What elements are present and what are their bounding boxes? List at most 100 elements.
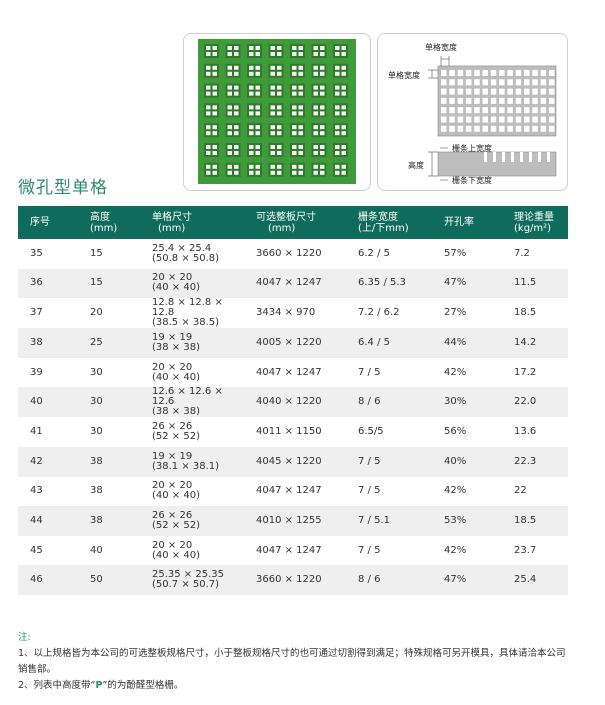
- cell-height: 30: [78, 387, 140, 418]
- cell-weight: 22.0: [502, 387, 568, 418]
- cell-no: 35: [30, 247, 43, 259]
- cell-cell-size: 20 × 20 (40 × 40): [152, 480, 200, 502]
- cell-open-area: 30%: [432, 387, 502, 418]
- cell-no: 45: [30, 544, 43, 556]
- cell-open-area: 47%: [432, 565, 502, 595]
- cell-no: 41: [30, 426, 43, 438]
- cell-open-area: 57%: [444, 247, 467, 259]
- header-board-size: 可选整板尺寸 (mm): [244, 206, 346, 239]
- cell-cell-size: 12.8 × 12.8 × 12.8 (38.5 × 38.5): [152, 297, 223, 329]
- cell-no: 44: [18, 506, 78, 536]
- header-no: 序号: [18, 206, 78, 239]
- cell-open-area: 47%: [432, 268, 502, 299]
- table-row: 36 15 20 × 20 (40 × 40) 4047 × 1247 6.35 / 5.…: [18, 268, 568, 299]
- cell-cell-size: 26 × 26 (52 × 52): [140, 506, 244, 536]
- cell-bar-width: 6.35 / 5.3: [346, 268, 432, 299]
- cell-cell-size: 20 × 20 (40 × 40): [140, 268, 244, 299]
- cell-board-size: 4011 × 1150: [256, 426, 322, 438]
- cell-open-area: 42%: [444, 485, 467, 497]
- table-row: 39 30 20 × 20 (40 × 40) 4047 × 1247 7 / 5 42% 1…: [18, 358, 568, 388]
- cell-cell-size: 20 × 20 (40 × 40): [152, 539, 200, 561]
- cell-weight: 22.3: [502, 446, 568, 477]
- cell-weight: 14.2: [502, 328, 568, 358]
- cell-open-area: 56%: [444, 426, 467, 438]
- cell-cell-size: 25.4 × 25.4 (50.8 × 50.8): [152, 242, 220, 264]
- table-row: 44 38 26 × 26 (52 × 52) 4010 × 1255 7 / 5.1 53…: [18, 506, 568, 536]
- cell-open-area: 42%: [444, 366, 467, 378]
- spec-table: 序号 高度 (mm) 单格尺寸 (mm) 可选整板尺寸 (mm) 栅条宽度 (上/下mm…: [18, 206, 568, 595]
- p-mark: P: [95, 680, 103, 691]
- header-height: 高度 (mm): [78, 206, 140, 239]
- note-1: 1、以上规格皆为本公司的可选整板规格尺寸，小于整板规格尺寸的也可通过切割得到满足…: [18, 648, 566, 675]
- table-row: 45 40 20 × 20 (40 × 40) 4047 × 1247 7 / 5 42% 2…: [18, 536, 568, 566]
- table-row: 43 38 20 × 20 (40 × 40) 4047 × 1247 7 / 5 42% 2…: [18, 477, 568, 507]
- cell-bar-width: 7 / 5: [358, 485, 381, 497]
- cell-no: 46: [18, 565, 78, 595]
- bar-bottom-width-label: 栅条下宽度: [452, 176, 492, 185]
- cell-open-area: 27%: [444, 307, 467, 319]
- cell-height: 38: [78, 446, 140, 477]
- cell-width-left-label: 单格宽度: [388, 71, 420, 80]
- cell-bar-width: 8 / 6: [346, 565, 432, 595]
- cell-height: 20: [90, 307, 103, 319]
- dimension-diagram: 单格宽度 单格宽度 高度 栅条上宽度 栅条下宽度: [377, 33, 568, 191]
- cell-no: 43: [30, 485, 43, 497]
- cell-weight: 23.7: [514, 544, 537, 556]
- grating-photo: [198, 39, 356, 184]
- section-title: 微孔型单格: [18, 178, 108, 198]
- cell-board-size: 3660 × 1220: [256, 247, 322, 259]
- cell-bar-width: 6.5/5: [358, 426, 384, 438]
- cell-board-size: 4047 × 1247: [256, 485, 322, 497]
- cell-board-size: 4040 × 1220: [244, 387, 346, 418]
- header-bar-width: 栅条宽度 (上/下mm): [346, 206, 432, 239]
- cell-board-size: 4047 × 1247: [256, 366, 322, 378]
- cell-cell-size: 20 × 20 (40 × 40): [152, 361, 200, 383]
- cell-height: 38: [90, 485, 103, 497]
- cell-height: 50: [78, 565, 140, 595]
- table-row: 41 30 26 × 26 (52 × 52) 4011 × 1150 6.5/5 56% 1…: [18, 417, 568, 447]
- cell-bar-width: 7 / 5: [358, 366, 381, 378]
- cell-no: 38: [18, 328, 78, 358]
- table-row: 37 20 12.8 × 12.8 × 12.8 (38.5 × 38.5) 3434 …: [18, 298, 568, 328]
- table-row: 42 38 19 × 19 (38.1 × 38.1) 4045 × 1220 7 / 5…: [18, 446, 568, 477]
- cell-height: 40: [90, 544, 103, 556]
- cell-no: 37: [30, 307, 43, 319]
- cell-cell-size: 26 × 26 (52 × 52): [152, 421, 200, 443]
- header-weight: 理论重量 (kg/m²): [502, 206, 568, 239]
- cell-board-size: 4010 × 1255: [244, 506, 346, 536]
- cell-weight: 18.5: [502, 506, 568, 536]
- cell-width-top-label: 单格宽度: [425, 43, 457, 52]
- cell-height: 15: [78, 268, 140, 299]
- cell-no: 39: [30, 366, 43, 378]
- cell-board-size: 4005 × 1220: [244, 328, 346, 358]
- note-2: 2、列表中高度带“P”的为酚醛型格栅。: [18, 680, 184, 691]
- cell-bar-width: 6.4 / 5: [346, 328, 432, 358]
- cell-weight: 17.2: [514, 366, 537, 378]
- cell-cell-size: 19 × 19 (38 × 38): [140, 328, 244, 358]
- cell-bar-width: 6.2 / 5: [358, 247, 390, 259]
- cell-board-size: 4047 × 1247: [244, 268, 346, 299]
- table-row: 35 15 25.4 × 25.4 (50.8 × 50.8) 3660 × 1220 6…: [18, 239, 568, 269]
- cell-height: 25: [78, 328, 140, 358]
- cell-open-area: 40%: [432, 446, 502, 477]
- header-cell-size: 单格尺寸 (mm): [140, 206, 244, 239]
- cell-cell-size: 19 × 19 (38.1 × 38.1): [140, 446, 244, 477]
- cell-height: 38: [78, 506, 140, 536]
- bar-top-width-label: 栅条上宽度: [452, 144, 492, 153]
- product-photo-frame: [183, 33, 371, 191]
- cell-cell-size: 12.6 × 12.6 × 12.6 (38 × 38): [140, 387, 244, 418]
- cell-open-area: 42%: [444, 544, 467, 556]
- notes-heading: 注:: [18, 632, 31, 643]
- table-row: 38 25 19 × 19 (38 × 38) 4005 × 1220 6.4 / 5 44…: [18, 328, 568, 358]
- grating-schematic: [428, 56, 557, 181]
- table-row: 46 50 25.35 × 25.35 (50.7 × 50.7) 3660 × 122…: [18, 565, 568, 595]
- cell-bar-width: 7.2 / 6.2: [358, 307, 400, 319]
- cell-bar-width: 7 / 5: [346, 446, 432, 477]
- cell-board-size: 3660 × 1220: [244, 565, 346, 595]
- cell-weight: 7.2: [514, 247, 530, 259]
- cell-bar-width: 8 / 6: [346, 387, 432, 418]
- cell-height: 30: [90, 426, 103, 438]
- cell-weight: 25.4: [502, 565, 568, 595]
- cell-height: 15: [90, 247, 103, 259]
- height-label: 高度: [408, 161, 424, 170]
